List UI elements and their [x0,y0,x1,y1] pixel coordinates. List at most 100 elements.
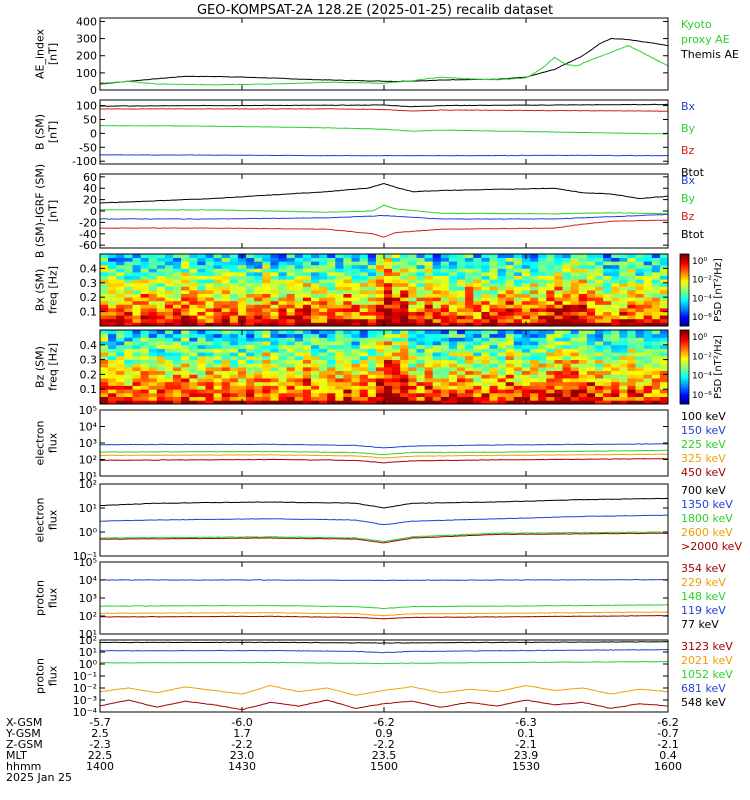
legend-entry: 225 keV [681,438,726,451]
spectrogram-cell [367,275,377,280]
spectrogram-cell [578,337,588,342]
spectrogram-cell [148,293,158,298]
spectrogram-cell [497,367,507,372]
series-line-225-kev [99,449,669,456]
spectrogram-cell [489,352,498,357]
spectrogram-cell [384,381,393,386]
spectrogram-cell [619,341,628,346]
spectrogram-cell [473,348,482,353]
spectrogram-cell [205,374,214,379]
legend-entry: Btot [681,228,705,241]
spectrogram-cell [546,396,555,401]
spectrogram-cell [416,279,425,284]
spectrogram-cell [173,359,182,364]
spectrogram-cell [140,293,150,298]
spectrogram-cell [156,318,166,323]
spectrogram-cell [140,318,150,323]
colorbar-segment [680,282,689,286]
spectrogram-cell [619,363,628,368]
spectrogram-cell [343,293,352,298]
spectrogram-cell [173,261,182,266]
spectrogram-cell [497,330,507,335]
series-line-1800-kev [99,531,668,543]
spectrogram-cell [448,381,458,386]
spectrogram-cell [465,279,474,284]
spectrogram-cell [627,400,636,405]
spectrogram-cell [164,370,174,375]
spectrogram-cell [392,367,401,372]
colorbar-segment [680,297,689,301]
spectrogram-cell [254,264,263,269]
spectrogram-cell [181,261,190,266]
spectrogram-cell [229,396,239,401]
spectrogram-cell [164,374,174,379]
legend-entry: 1052 keV [681,668,733,681]
spectrogram-cell [392,341,401,346]
spectrogram-cell [229,311,239,316]
spectrogram-cell [124,344,133,349]
spectrogram-cell [294,290,304,294]
spectrogram-cell [156,337,166,342]
spectrogram-cell [530,333,539,338]
spectrogram-cell [205,367,214,372]
spectrogram-cell [100,333,109,338]
spectrogram-cell [351,400,360,405]
spectrogram-cell [635,352,644,357]
spectrogram-cell [302,318,312,323]
spectrogram-cell [375,282,385,287]
spectrogram-cell [554,308,563,312]
spectrogram-cell [319,381,328,386]
spectrogram-cell [278,400,287,405]
spectrogram-cell [635,322,644,327]
spectrogram-cell [189,257,198,262]
spectrogram-cell [659,304,669,309]
spectrogram-cell [116,389,125,394]
spectrogram-cell [197,400,206,405]
spectrogram-cell [100,293,109,298]
spectrogram-cell [189,297,198,302]
spectrogram-cell [554,300,563,305]
spectrogram-cell [408,330,417,335]
spectrogram-cell [432,261,442,266]
spectrogram-cell [489,257,498,262]
spectrogram-cell [246,378,255,383]
spectrogram-cell [457,254,466,258]
spectrogram-cell [603,300,612,305]
spectrogram-cell [375,378,385,383]
spectrogram-cell [659,400,669,405]
spectrogram-cell [611,275,620,280]
spectrogram-cell [570,279,580,284]
spectrogram-cell [189,315,198,320]
spectrogram-cell [229,304,239,309]
spectrogram-cell [108,330,117,335]
spectrogram-cell [132,293,141,298]
spectrogram-cell [448,293,458,298]
spectrogram-cell [246,311,255,316]
y-tick-label: 0.4 [80,339,98,352]
spectrogram-cell [327,318,336,323]
spectrogram-cell [213,352,223,357]
spectrogram-cell [505,254,515,258]
spectrogram-cell [448,318,458,323]
spectrogram-cell [311,257,320,262]
spectrogram-cell [473,286,482,291]
spectrogram-cell [189,337,198,342]
spectrogram-cell [489,308,498,312]
spectrogram-cell [384,318,393,323]
spectrogram-cell [635,348,644,353]
spectrogram-cell [481,352,490,357]
spectrogram-cell [294,330,304,335]
spectrogram-cell [205,282,214,287]
spectrogram-cell [197,378,206,383]
spectrogram-cell [473,308,482,312]
spectrogram-cell [319,359,328,364]
spectrogram-cell [335,363,344,368]
spectrogram-cell [319,330,328,335]
spectrogram-cell [651,333,661,338]
spectrogram-cell [270,275,279,280]
spectrogram-cell [181,311,190,316]
y-tick-label: -100 [72,155,97,168]
y-tick-label: 10⁰ [79,526,98,539]
spectrogram-cell [546,389,555,394]
spectrogram-cell [197,254,206,258]
